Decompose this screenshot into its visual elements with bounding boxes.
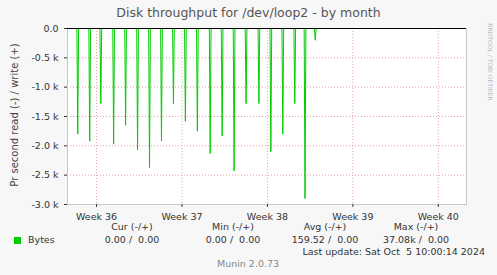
html-text:0.00 / 0.00: 0.00 / 0.00 [104,234,160,245]
svg-text:-2.5 k: -2.5 k [31,169,59,180]
svg-text:Week 40: Week 40 [418,211,459,222]
html-text:Max (-/+): Max (-/+) [393,221,439,232]
svg-text:-0.5 k: -0.5 k [31,52,59,63]
html-text:Pr second read (-) / write (+): Pr second read (-) / write (+) [8,43,20,187]
svg-text:Week 36: Week 36 [76,211,117,222]
svg-text:-3.0 k: -3.0 k [31,199,59,210]
html-text:Munin 2.0.73: Munin 2.0.73 [216,258,280,269]
html-text:37.08k / 0.00: 37.08k / 0.00 [382,234,450,245]
html-text:0.00 / 0.00: 0.00 / 0.00 [205,234,261,245]
svg-text:-2.0 k: -2.0 k [31,140,59,151]
svg-text:Week 39: Week 39 [332,211,373,222]
svg-text:0.0: 0.0 [43,23,58,34]
svg-text:Week 38: Week 38 [247,211,288,222]
svg-text:Week 37: Week 37 [161,211,202,222]
html-text:Avg (-/+): Avg (-/+) [303,221,347,232]
html-text:Last update: Sat Oct 5 10:00:1: Last update: Sat Oct 5 10:00:14 2024 [302,246,485,257]
svg-text:-1.0 k: -1.0 k [31,81,59,92]
html-text:RRDTOOL / TOBI OETIKER: RRDTOOL / TOBI OETIKER [486,23,494,101]
html-text:159.52 / 0.00: 159.52 / 0.00 [291,234,359,245]
html-text:Bytes: Bytes [28,234,55,245]
html-text:Min (-/+): Min (-/+) [212,221,254,232]
html-text:Disk throughput for /dev/loop2: Disk throughput for /dev/loop2 - by mont… [116,5,381,20]
svg-text:-1.5 k: -1.5 k [31,111,59,122]
html-text:Cur (-/+): Cur (-/+) [111,221,153,232]
